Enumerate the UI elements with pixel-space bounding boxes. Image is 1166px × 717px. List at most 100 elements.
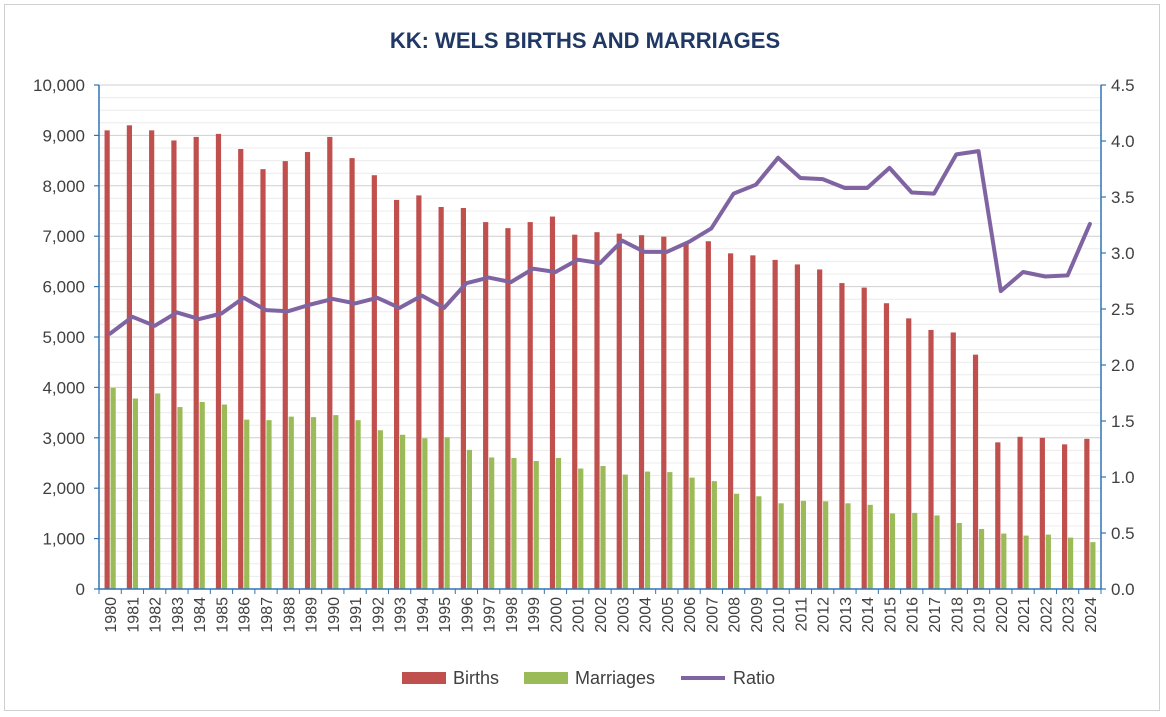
- births-bar: [438, 206, 444, 589]
- x-tick-label: 1980: [103, 597, 120, 633]
- x-tick-label: 2000: [549, 597, 566, 633]
- births-bar: [661, 236, 667, 590]
- marriages-bar: [644, 471, 651, 589]
- left-tick-label: 7,000: [42, 227, 85, 246]
- births-bar: [149, 130, 155, 590]
- marriages-bar: [600, 466, 606, 589]
- births-bar: [104, 130, 110, 590]
- marriages-bar: [489, 457, 495, 589]
- x-tick-label: 2024: [1083, 597, 1100, 633]
- left-tick-label: 8,000: [42, 177, 85, 196]
- legend-births-label: Births: [453, 668, 499, 688]
- births-bar: [861, 287, 867, 589]
- x-tick-label: 1996: [459, 597, 476, 633]
- births-bar: [483, 222, 489, 589]
- marriages-bar: [466, 449, 472, 589]
- births-bar: [1017, 436, 1023, 589]
- x-tick-label: 2017: [927, 597, 944, 633]
- x-tick-label: 1999: [526, 597, 543, 633]
- marriages-bar: [377, 430, 383, 589]
- births-bar: [705, 241, 711, 590]
- marriages-bar: [422, 438, 428, 589]
- marriages-bar: [689, 477, 695, 589]
- births-bar: [883, 303, 890, 589]
- marriages-bar: [845, 503, 851, 589]
- births-bar: [349, 158, 355, 589]
- births-bar: [683, 243, 689, 589]
- legend-births: Births: [402, 668, 499, 688]
- births-bar: [371, 175, 377, 589]
- x-tick-label: 1985: [215, 597, 232, 633]
- marriages-bar: [555, 457, 562, 589]
- births-bar: [950, 332, 956, 589]
- marriages-bar: [199, 402, 205, 589]
- legend: Births Marriages Ratio: [402, 668, 775, 688]
- x-tick-label: 1981: [125, 597, 142, 633]
- marriages-bar: [956, 522, 962, 589]
- marriages-bar: [912, 512, 918, 589]
- births-bar: [304, 152, 311, 590]
- births-bar: [794, 264, 800, 589]
- x-tick-label: 1994: [415, 597, 432, 633]
- births-bar: [928, 329, 934, 589]
- x-tick-label: 1982: [148, 597, 165, 633]
- left-tick-label: 0: [76, 580, 85, 599]
- x-tick-label: 1986: [237, 597, 254, 633]
- births-bar: [638, 235, 645, 589]
- axes: [94, 84, 1106, 594]
- x-tick-label: 1988: [281, 597, 298, 633]
- x-tick-label: 2012: [816, 597, 833, 633]
- marriages-bar: [132, 398, 138, 589]
- x-tick-label: 1993: [393, 597, 410, 633]
- x-tick-label: 2006: [682, 597, 699, 633]
- marriages-bar: [889, 513, 896, 589]
- legend-births-swatch: [402, 672, 446, 684]
- marriages-bar: [578, 468, 584, 589]
- x-tick-label: 2011: [793, 597, 810, 632]
- marriages-bar: [1068, 537, 1074, 589]
- right-tick-label: 4.0: [1111, 132, 1135, 151]
- x-tick-label: 2002: [593, 597, 610, 633]
- births-bar: [505, 228, 511, 590]
- births-bar: [193, 136, 199, 590]
- marriages-bar: [400, 434, 406, 589]
- births-bar: [906, 318, 912, 589]
- chart-title: KK: WELS BIRTHS AND MARRIAGES: [390, 28, 780, 53]
- marriages-bar: [667, 472, 673, 589]
- left-tick-label: 4,000: [42, 378, 85, 397]
- marriages-bar: [266, 420, 272, 589]
- births-bar: [616, 233, 622, 589]
- marriages-bar: [1001, 533, 1007, 589]
- births-bar: [126, 125, 132, 589]
- x-tick-label: 2022: [1038, 597, 1055, 633]
- marriages-bar: [1023, 535, 1029, 589]
- left-axis-labels: 0 1,000 2,000 3,000 4,000 5,000 6,000 7,000 8,00…: [33, 76, 85, 599]
- births-bar: [972, 354, 979, 589]
- x-tick-label: 1995: [437, 597, 454, 633]
- marriages-bar: [934, 515, 940, 589]
- x-tick-label: 1997: [482, 597, 499, 633]
- births-bar: [171, 140, 177, 589]
- x-tick-label: 1992: [370, 597, 387, 633]
- x-tick-label: 1984: [192, 597, 209, 633]
- marriages-bar: [778, 503, 784, 589]
- x-tick-label: 1989: [304, 597, 321, 633]
- births-bar: [594, 232, 600, 589]
- x-tick-label: 2007: [704, 597, 721, 633]
- legend-marriages-label: Marriages: [575, 668, 655, 688]
- births-bar: [1084, 438, 1090, 589]
- right-tick-label: 3.5: [1111, 188, 1135, 207]
- x-tick-label: 2004: [638, 597, 655, 633]
- marriages-bar: [177, 407, 183, 589]
- x-tick-label: 2020: [994, 597, 1011, 633]
- births-bar: [772, 259, 778, 589]
- right-tick-label: 1.5: [1111, 412, 1135, 431]
- births-bar: [416, 195, 422, 589]
- marriages-bar: [310, 417, 317, 589]
- left-tick-label: 3,000: [42, 429, 85, 448]
- ratio-line: [108, 149, 1092, 336]
- marriages-bar: [444, 437, 450, 589]
- births-bar: [1039, 437, 1045, 589]
- x-tick-label: 1983: [170, 597, 187, 633]
- x-tick-label: 2021: [1016, 597, 1033, 633]
